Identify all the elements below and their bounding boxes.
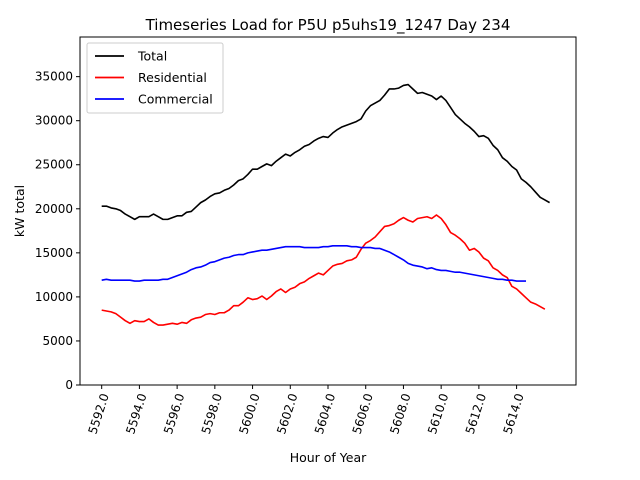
y-tick-label: 30000: [35, 114, 73, 128]
y-tick-label: 35000: [35, 70, 73, 84]
y-tick-label: 20000: [35, 202, 73, 216]
legend-label-total: Total: [137, 49, 167, 64]
legend-box: [86, 42, 224, 114]
legend-label-commercial: Commercial: [138, 92, 213, 107]
legend: Total Residential Commercial: [86, 42, 224, 114]
y-tick-label: 10000: [35, 290, 73, 304]
plot-frame: [79, 36, 577, 386]
y-tick-label: 5000: [42, 334, 73, 348]
chart-title: Timeseries Load for P5U p5uhs19_1247 Day…: [145, 16, 511, 35]
x-axis-label: Hour of Year: [290, 450, 367, 465]
legend-label-residential: Residential: [138, 70, 207, 85]
series-line-commercial: [101, 245, 527, 282]
series-line-residential: [101, 214, 546, 326]
y-tick-label: 25000: [35, 158, 73, 172]
series-line-total: [101, 83, 550, 221]
y-axis-label: kW total: [12, 185, 27, 237]
y-tick-label: 15000: [35, 246, 73, 260]
series-layer: [101, 83, 550, 326]
y-tick-label: 0: [65, 378, 73, 392]
